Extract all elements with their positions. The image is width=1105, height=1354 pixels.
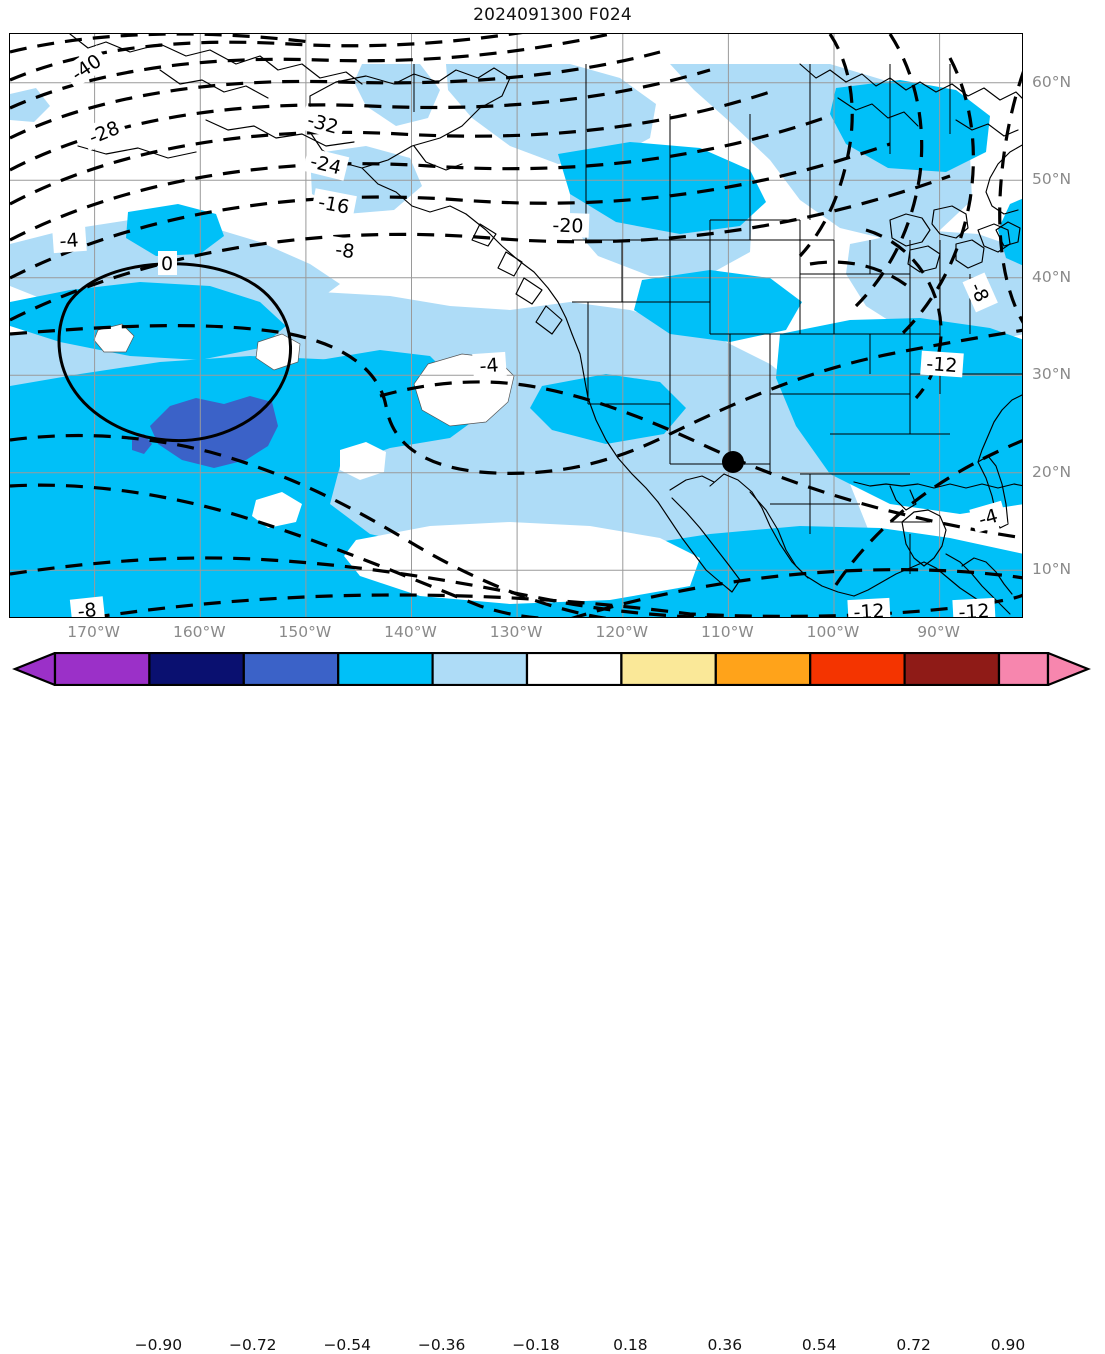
cb-tick--0.90: −0.90 — [134, 1336, 183, 1354]
x-tick-120w: 120°W — [595, 623, 649, 641]
colorbar: −0.90 −0.72 −0.54 −0.36 −0.18 0.18 0.36 … — [9, 652, 1094, 1354]
contour-labels: -40 -28 -32 -24 -16 -8 -4 0 -20 -4 -8 -1… — [52, 45, 1008, 618]
cb-tick-0.90: 0.90 — [990, 1336, 1026, 1354]
cb-seg-9 — [809, 652, 906, 686]
coastlines — [69, 34, 1022, 615]
cb-seg-3 — [242, 652, 340, 686]
cb-seg-ext-high — [1046, 652, 1091, 686]
shading-cyan — [10, 80, 1022, 617]
cb-seg-1 — [53, 652, 151, 686]
cb-seg-10 — [903, 652, 1001, 686]
contour-lines-negative — [10, 34, 951, 322]
cb-seg-7 — [620, 652, 717, 686]
svg-text:0: 0 — [161, 253, 173, 275]
cb-seg-2 — [148, 652, 245, 686]
y-tick-30n: 30°N — [1032, 365, 1072, 384]
colorbar-swatches — [12, 652, 1091, 686]
cb-tick-0.54: 0.54 — [801, 1336, 837, 1354]
x-tick-170w: 170°W — [67, 623, 120, 641]
cb-seg-8 — [714, 652, 812, 686]
cb-tick--0.72: −0.72 — [229, 1336, 277, 1354]
svg-text:-12: -12 — [853, 600, 885, 618]
cb-seg-4 — [337, 652, 434, 686]
cb-tick--0.18: −0.18 — [512, 1336, 560, 1354]
cb-tick-0.36: 0.36 — [707, 1336, 743, 1354]
y-tick-50n: 50°N — [1032, 170, 1072, 189]
cb-seg-ext-low — [12, 652, 57, 686]
y-tick-20n: 20°N — [1032, 462, 1072, 481]
svg-text:-20: -20 — [552, 214, 584, 237]
cb-tick--0.36: −0.36 — [417, 1336, 466, 1354]
svg-text:-4: -4 — [479, 354, 499, 377]
map-plot-area: -40 -28 -32 -24 -16 -8 -4 0 -20 -4 -8 -1… — [9, 33, 1023, 618]
svg-text:-12: -12 — [958, 600, 990, 618]
cb-tick-0.18: 0.18 — [613, 1336, 648, 1354]
cb-tick--0.54: −0.54 — [323, 1336, 371, 1354]
political-borders — [413, 64, 1022, 574]
svg-text:-8: -8 — [77, 599, 98, 618]
x-tick-90w: 90°W — [917, 623, 960, 641]
contour-lines-mid — [10, 324, 1022, 617]
cb-seg-6 — [525, 652, 623, 686]
svg-text:-8: -8 — [334, 239, 356, 263]
x-tick-130w: 130°W — [489, 623, 543, 641]
x-tick-140w: 140°W — [384, 623, 437, 641]
x-tick-100w: 100°W — [806, 623, 860, 641]
y-tick-40n: 40°N — [1032, 267, 1072, 286]
y-tick-60n: 60°N — [1032, 72, 1072, 91]
cb-seg-5 — [431, 652, 529, 686]
x-tick-150w: 150°W — [278, 623, 332, 641]
chart-title: 2024091300 F024 — [473, 5, 632, 25]
y-tick-10n: 10°N — [1032, 560, 1072, 579]
x-tick-160w: 160°W — [172, 623, 226, 641]
storm-position-marker — [722, 451, 744, 473]
x-tick-110w: 110°W — [701, 623, 754, 641]
svg-text:-12: -12 — [926, 353, 959, 377]
map-canvas: -40 -28 -32 -24 -16 -8 -4 0 -20 -4 -8 -1… — [10, 34, 1022, 618]
figure-root: 2024091300 F024 — [9, 5, 1094, 1354]
cb-seg-11 — [997, 652, 1050, 686]
cb-tick-0.72: 0.72 — [896, 1336, 931, 1354]
svg-text:-4: -4 — [59, 229, 79, 252]
